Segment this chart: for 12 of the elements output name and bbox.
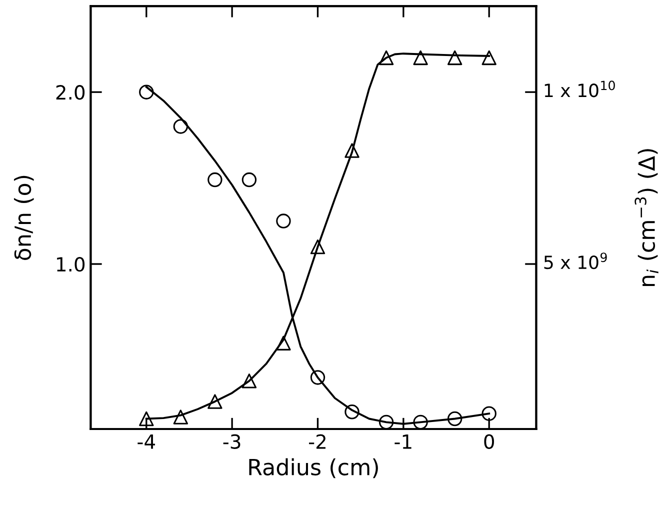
x-tick-label: -2: [309, 434, 326, 449]
x-tick-label: -3: [223, 434, 240, 449]
x-tick-label: -1: [394, 434, 412, 449]
x-tick-label: -4: [138, 434, 155, 449]
y-axis-title: δn/n (o): [14, 176, 34, 260]
y-tick-label: 2.0: [56, 85, 85, 100]
x-tick-label: 0: [484, 434, 494, 449]
x-axis-title: Radius (cm): [249, 458, 378, 478]
y-tick-label: 1.0: [57, 256, 85, 272]
y2-axis-title: n$_{i}$ (cm$^{−3}$) (Δ): [634, 149, 658, 286]
y2-tick-label: 5 x 10$^{9}$: [544, 252, 607, 270]
y2-tick-label: 1 x 10$^{10}$: [544, 80, 615, 98]
